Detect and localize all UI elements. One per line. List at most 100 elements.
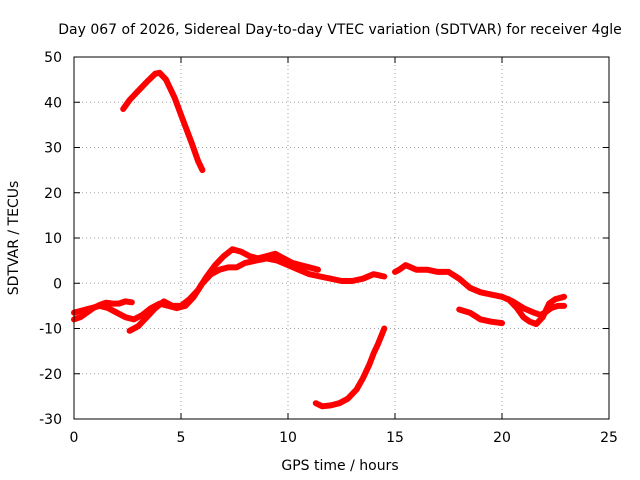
data-point xyxy=(313,400,319,406)
y-tick-label: 20 xyxy=(44,186,62,202)
data-point xyxy=(195,158,201,164)
data-point xyxy=(319,403,325,409)
y-tick-label: 50 xyxy=(44,50,62,66)
data-point xyxy=(272,251,278,257)
data-point xyxy=(546,301,552,307)
data-point xyxy=(435,269,441,275)
x-axis-title: GPS time / hours xyxy=(281,458,398,474)
data-point xyxy=(152,71,158,77)
data-point xyxy=(157,70,163,76)
data-point xyxy=(298,262,304,268)
data-point xyxy=(561,303,567,309)
x-tick-label: 10 xyxy=(279,430,297,446)
data-point xyxy=(499,294,505,300)
chart-title: Day 067 of 2026, Sidereal Day-to-day VTE… xyxy=(58,22,622,38)
data-point xyxy=(296,267,302,273)
data-point xyxy=(339,278,344,284)
series-arc-3 xyxy=(71,255,388,323)
data-point xyxy=(80,307,86,313)
data-point xyxy=(274,258,280,264)
data-point xyxy=(381,326,387,331)
data-point xyxy=(375,341,381,347)
x-tick-label: 25 xyxy=(600,430,618,446)
data-point xyxy=(349,278,355,284)
data-point xyxy=(77,314,83,320)
data-point xyxy=(499,320,505,326)
y-tick-label: 40 xyxy=(44,95,62,111)
data-point xyxy=(189,140,195,146)
data-point xyxy=(172,95,178,101)
data-point xyxy=(514,305,520,311)
data-point xyxy=(533,321,539,327)
data-point xyxy=(144,314,150,320)
data-point xyxy=(120,106,126,112)
x-tick-label: 15 xyxy=(386,430,404,446)
data-point xyxy=(199,167,205,173)
data-point xyxy=(161,298,167,304)
data-point xyxy=(531,310,537,316)
data-point xyxy=(204,274,210,279)
data-point xyxy=(360,375,366,381)
data-point xyxy=(225,264,231,270)
data-point xyxy=(247,253,252,259)
data-point xyxy=(456,307,462,312)
data-point xyxy=(392,269,398,275)
data-point xyxy=(127,97,133,103)
data-point xyxy=(169,303,175,309)
data-point xyxy=(328,276,334,282)
axis-ticks xyxy=(73,56,610,420)
series-arc-1 xyxy=(120,69,206,174)
data-point xyxy=(354,387,359,393)
data-point xyxy=(103,300,109,306)
data-point xyxy=(178,303,184,309)
data-point xyxy=(195,287,201,293)
series-layer xyxy=(71,69,568,410)
data-point xyxy=(467,285,473,291)
data-point xyxy=(306,271,312,277)
y-tick-label: 30 xyxy=(44,141,62,157)
data-point xyxy=(129,299,135,305)
grid xyxy=(74,57,609,419)
data-point xyxy=(97,303,103,309)
data-point xyxy=(371,350,377,356)
data-point xyxy=(555,303,561,309)
data-point xyxy=(478,289,484,295)
data-point xyxy=(135,88,141,94)
y-tick-label: 10 xyxy=(44,231,62,247)
data-point xyxy=(122,314,128,320)
data-point xyxy=(553,296,558,302)
data-point xyxy=(135,323,141,329)
data-point xyxy=(396,267,402,273)
y-tick-label: -30 xyxy=(39,412,62,428)
data-point xyxy=(116,301,122,307)
y-tick-label: 0 xyxy=(53,276,62,292)
y-tick-label: -10 xyxy=(39,322,62,338)
data-point xyxy=(381,274,387,279)
data-point xyxy=(446,269,451,275)
data-point xyxy=(238,249,244,255)
x-tick-label: 20 xyxy=(493,430,511,446)
data-point xyxy=(527,319,533,325)
x-tick-label: 5 xyxy=(177,430,186,446)
data-point xyxy=(345,396,351,402)
data-point xyxy=(413,267,419,273)
series-arc-6 xyxy=(392,262,568,318)
data-point xyxy=(114,310,120,316)
series-arc-4 xyxy=(126,246,321,334)
data-point xyxy=(105,305,111,311)
data-point xyxy=(328,402,334,408)
data-point xyxy=(187,296,193,302)
data-point xyxy=(317,274,323,279)
data-point xyxy=(131,316,137,322)
data-point xyxy=(306,264,312,270)
data-point xyxy=(478,316,484,322)
data-point xyxy=(520,305,526,311)
data-point xyxy=(144,79,150,85)
data-point xyxy=(242,260,248,266)
data-point xyxy=(315,267,321,273)
data-point xyxy=(488,319,494,325)
data-point xyxy=(229,246,235,252)
data-point xyxy=(221,253,227,259)
data-point xyxy=(488,292,494,298)
